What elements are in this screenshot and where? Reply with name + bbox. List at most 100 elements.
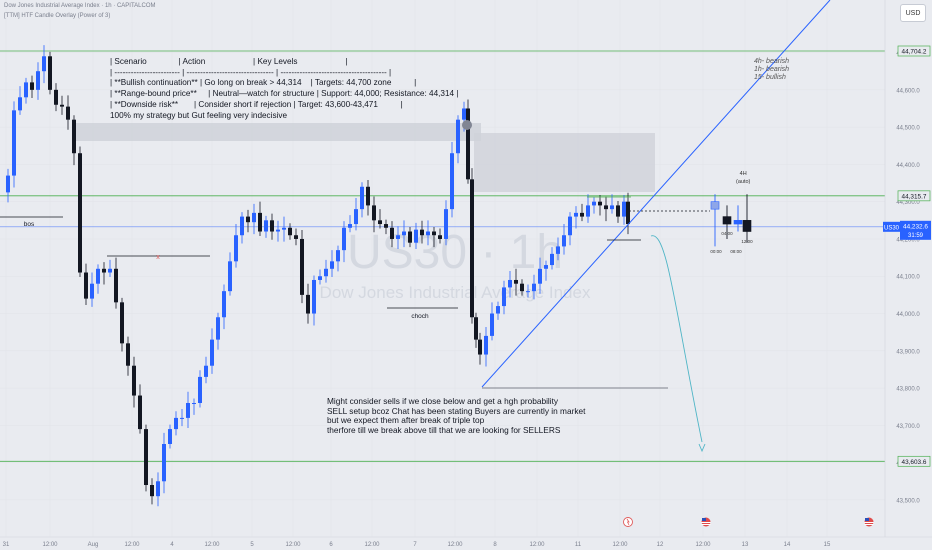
candle-body xyxy=(544,265,548,269)
htf-time-labels: 00:00 04:00 08:00 12:00 xyxy=(710,231,753,254)
trade-idea-note[interactable]: Might consider sells if we close below a… xyxy=(327,396,586,435)
candle-body xyxy=(66,106,70,120)
candle-body xyxy=(72,119,76,154)
candle-body xyxy=(318,276,322,280)
candle-body xyxy=(384,224,388,228)
candle-body xyxy=(402,231,406,236)
projection-curve[interactable] xyxy=(650,235,703,443)
candle-body xyxy=(84,272,88,299)
candle-body xyxy=(438,235,442,239)
idea-line: but we expect them after break of triple… xyxy=(327,415,485,426)
price-tick-label: 44,300.0 xyxy=(896,200,920,206)
htf-label: 4H (auto) xyxy=(736,170,750,186)
candles xyxy=(6,45,630,507)
watermark-symbol: US30 · 1h xyxy=(347,226,563,279)
candle-body xyxy=(192,402,196,404)
time-axis-label: 12:00 xyxy=(285,542,301,548)
price-axis[interactable] xyxy=(885,0,932,537)
idea-line: SELL setup bcoz Chat has been stating Bu… xyxy=(327,405,586,416)
current-price-label: 44,232.6 xyxy=(903,223,928,230)
candle-body xyxy=(484,335,488,355)
candle-body xyxy=(426,231,430,236)
candle-body xyxy=(264,220,268,232)
supply-zone-right[interactable] xyxy=(474,133,655,192)
bos-label: bos xyxy=(24,221,35,228)
candle-body xyxy=(598,201,602,206)
table-line: | **Range-bound price** | Neutral—watch … xyxy=(110,89,459,99)
candle-body xyxy=(60,104,64,107)
candle-body xyxy=(198,376,202,403)
candle-body xyxy=(526,291,530,293)
candle-body xyxy=(24,82,28,98)
supply-zone-left[interactable] xyxy=(76,123,481,141)
candle-body xyxy=(574,212,578,217)
timeframe-bias-note[interactable]: 4h- bearish 1h- bearish 15- bullish xyxy=(754,58,789,82)
candle-body xyxy=(378,220,382,225)
candle-body xyxy=(240,216,244,236)
time-axis-label: 13 xyxy=(742,542,749,548)
time-axis-label: 4 xyxy=(170,542,174,548)
candle-body xyxy=(270,220,274,232)
candle-body xyxy=(474,317,478,340)
time-axis-label: 12:00 xyxy=(529,542,545,548)
candle-body xyxy=(610,205,614,210)
watermark-name: Dow Jones Industrial Average Index xyxy=(320,283,591,302)
candle-body xyxy=(470,179,474,318)
price-tick-label: 43,700.0 xyxy=(896,424,920,430)
bias-line: 4h- bearish xyxy=(754,58,790,65)
currency-button[interactable]: USD xyxy=(900,4,926,22)
candle-body xyxy=(36,71,40,90)
level-price-badge xyxy=(897,190,931,202)
trendline[interactable] xyxy=(481,0,831,388)
candle-body xyxy=(626,201,630,225)
candle-body xyxy=(246,216,250,223)
candle-body xyxy=(186,402,190,418)
high-marker[interactable] xyxy=(462,120,472,130)
candle-body xyxy=(294,235,298,239)
idea-line: therfore till we break above till that w… xyxy=(327,424,561,435)
candle-body xyxy=(48,56,52,90)
table-line: | ------------------------ | -----------… xyxy=(110,67,392,77)
candle-body xyxy=(312,279,316,314)
time-axis-label: 5 xyxy=(250,542,254,548)
candle-body xyxy=(120,302,124,344)
htf-subtitle: (auto) xyxy=(736,179,751,185)
time-axis-label: 12:00 xyxy=(124,542,140,548)
level-price-label: 44,704.2 xyxy=(902,49,927,56)
candle-body xyxy=(354,209,358,225)
price-tick-label: 43,900.0 xyxy=(896,349,920,355)
table-line: | Scenario | Action | Key Levels | xyxy=(110,57,348,66)
candle-body xyxy=(138,395,142,430)
time-axis-label: 12:00 xyxy=(447,542,463,548)
time-axis[interactable] xyxy=(0,537,932,550)
candle-body xyxy=(132,365,136,396)
candle-body xyxy=(496,306,500,314)
scenario-table-note[interactable]: | Scenario | Action | Key Levels | | ---… xyxy=(110,57,458,121)
time-axis-label: 12:00 xyxy=(204,542,220,548)
time-axis-label: 15 xyxy=(824,542,831,548)
candle-body xyxy=(366,186,370,206)
candle-body xyxy=(234,235,238,262)
candle-body xyxy=(288,227,292,236)
candle-body xyxy=(336,250,340,262)
symbol-label: US30 xyxy=(884,225,900,231)
choch-label: choch xyxy=(411,313,429,320)
candle-body xyxy=(348,224,352,228)
candle-body xyxy=(180,417,184,419)
candle-body xyxy=(6,175,10,193)
candle-body xyxy=(258,212,262,232)
event-icons[interactable] xyxy=(623,517,874,527)
time-axis-label: 12:00 xyxy=(42,542,58,548)
price-tick-label: 44,500.0 xyxy=(896,126,920,132)
candle-body xyxy=(580,212,584,217)
htf-candle-overlay xyxy=(710,194,752,247)
indicator-label: [TTM] HTF Candle Overlay (Power of 3) xyxy=(4,13,111,19)
candle-body xyxy=(514,279,518,284)
candle-body xyxy=(150,485,154,497)
htf-time-label: 00:00 xyxy=(710,249,722,254)
price-tick-label: 43,800.0 xyxy=(896,387,920,393)
time-axis-label: 8 xyxy=(493,542,497,548)
candle-body xyxy=(604,205,608,210)
time-axis-label: Aug xyxy=(88,542,99,548)
